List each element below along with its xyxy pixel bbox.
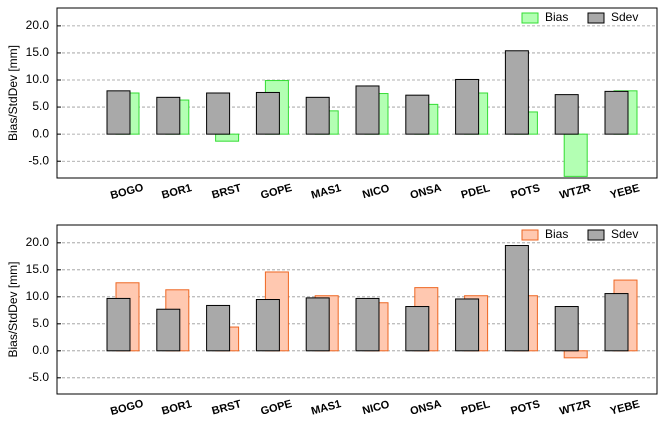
legend-label: Sdev	[611, 227, 638, 241]
x-tick-label: PDEL	[460, 182, 492, 201]
x-tick-label: BOR1	[160, 182, 193, 202]
x-tick-label: POTS	[509, 398, 541, 417]
bar	[563, 133, 588, 177]
bar	[255, 91, 280, 135]
bar	[455, 78, 480, 135]
bar	[106, 90, 131, 135]
y-tick-label: 5.0	[32, 99, 49, 113]
x-tick-label: NICO	[361, 182, 391, 201]
x-tick-label: BOGO	[109, 398, 145, 418]
y-tick-label: 15.0	[26, 262, 50, 276]
bar	[355, 85, 380, 135]
y-tick-label: 15.0	[26, 45, 50, 59]
bar	[604, 90, 629, 135]
y-axis-label: Bias/StdDev [mm]	[6, 45, 20, 141]
bar	[604, 293, 629, 352]
x-tick-label: YEBE	[609, 182, 641, 201]
y-tick-label: 10.0	[26, 289, 50, 303]
x-tick-label: YEBE	[609, 398, 641, 417]
y-tick-label: 5.0	[32, 316, 49, 330]
legend-label: Bias	[545, 227, 568, 241]
bar	[504, 50, 529, 135]
x-tick-label: BRST	[211, 398, 243, 417]
y-tick-label: -5.0	[28, 370, 49, 384]
legend-swatch	[587, 229, 605, 241]
y-tick-label: 10.0	[26, 72, 50, 86]
y-tick-label: 0.0	[32, 126, 49, 140]
bar	[563, 350, 588, 359]
x-tick-label: GOPE	[259, 398, 293, 418]
plot-frame	[56, 7, 658, 179]
x-tick-label: PDEL	[460, 398, 492, 417]
legend-label: Sdev	[611, 10, 638, 24]
y-tick-label: 20.0	[26, 18, 50, 32]
bar	[405, 94, 430, 135]
legend-swatch	[521, 229, 539, 241]
x-tick-label: POTS	[509, 182, 541, 201]
x-tick-label: MAS1	[310, 182, 343, 202]
x-tick-label: ONSA	[409, 182, 443, 202]
bar	[255, 299, 280, 352]
legend-label: Bias	[545, 10, 568, 24]
bar	[215, 133, 240, 142]
y-tick-label: 20.0	[26, 235, 50, 249]
bar	[554, 306, 579, 352]
y-tick-label: -5.0	[28, 153, 49, 167]
bar	[305, 96, 330, 135]
bar	[355, 297, 380, 352]
x-tick-label: MAS1	[310, 398, 343, 418]
y-axis-label: Bias/StdDev [mm]	[6, 261, 20, 357]
y-tick-label: 0.0	[32, 343, 49, 357]
bar	[206, 92, 231, 135]
bar	[156, 96, 181, 135]
bar	[305, 297, 330, 352]
bar	[106, 297, 131, 352]
bar	[405, 306, 430, 352]
x-tick-label: WTZR	[558, 398, 592, 418]
legend-swatch	[521, 12, 539, 24]
x-tick-label: ONSA	[409, 398, 443, 418]
x-tick-label: BRST	[211, 182, 243, 201]
x-tick-label: GOPE	[259, 182, 293, 202]
legend-swatch	[587, 12, 605, 24]
x-tick-label: NICO	[361, 398, 391, 417]
x-tick-label: BOGO	[109, 182, 145, 202]
plot-frame	[56, 224, 658, 395]
x-tick-label: WTZR	[558, 182, 592, 202]
x-tick-label: BOR1	[160, 398, 193, 418]
bar	[206, 304, 231, 352]
bar	[156, 308, 181, 352]
bar	[504, 245, 529, 352]
bar	[554, 94, 579, 135]
bar	[455, 298, 480, 352]
